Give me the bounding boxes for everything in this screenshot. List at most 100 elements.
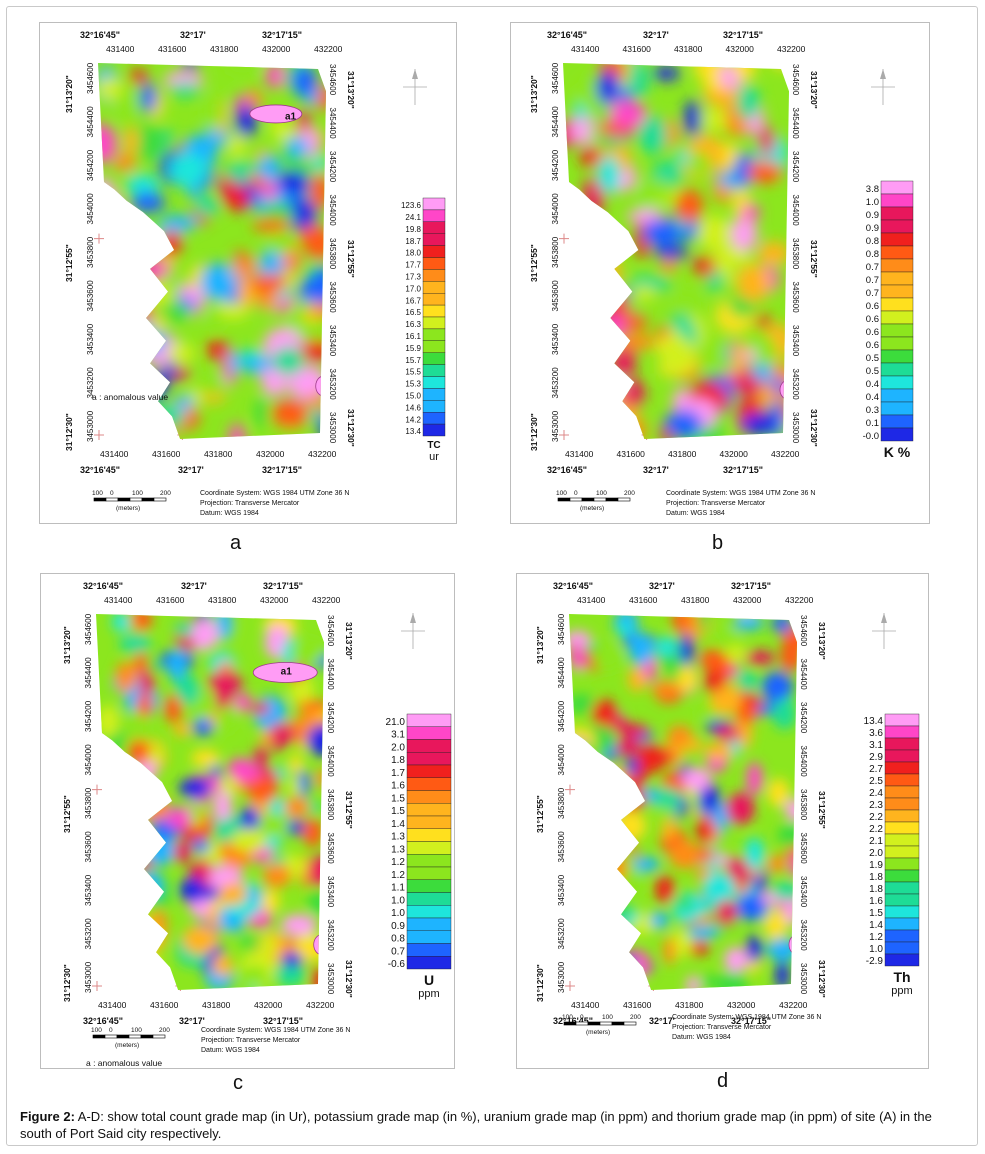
legend-value: 1.2 (391, 870, 405, 881)
legend-swatch (406, 879, 452, 893)
right-northing-label: 3454000 (328, 195, 337, 227)
legend-value: 17.3 (405, 273, 421, 282)
top-easting-label: 431600 (156, 595, 185, 605)
top-easting-label: 431800 (208, 595, 237, 605)
left-northing-label: 3453000 (551, 410, 560, 442)
scale-tick-label: 100 (562, 1014, 573, 1021)
legend-swatch (884, 713, 920, 727)
bottom-easting-label: 431800 (675, 1000, 704, 1010)
bottom-easting-label: 432000 (727, 1000, 756, 1010)
bottom-longitude-label: 32°17' (179, 1016, 205, 1026)
left-northing-label: 3454000 (551, 193, 560, 225)
scale-bar (557, 497, 631, 502)
legend-swatch (880, 336, 914, 351)
legend-swatch (884, 785, 920, 799)
bottom-longitude-label: 32°17'15" (723, 465, 763, 475)
legend-value: 17.0 (405, 284, 421, 293)
legend-value: 0.1 (866, 418, 879, 429)
anomaly-zone (252, 662, 318, 683)
left-northing-label: 3453600 (551, 280, 560, 312)
left-northing-label: 3453400 (86, 323, 95, 355)
left-latitude-label: 31°12'55" (64, 244, 74, 282)
bottom-longitude-label: 32°17' (643, 465, 669, 475)
scale-tick-label: 0 (574, 490, 578, 497)
left-latitude-label: 31°13'20" (529, 75, 539, 113)
legend-swatch (406, 866, 452, 880)
legend-value: 15.0 (405, 392, 421, 401)
bottom-easting-label: 431600 (623, 1000, 652, 1010)
legend-swatch (422, 423, 446, 437)
left-northing-label: 3454200 (551, 149, 560, 181)
scale-tick-label: 0 (110, 490, 114, 497)
legend-value: 24.1 (405, 213, 421, 222)
legend-swatch (422, 293, 446, 306)
bottom-easting-label: 431400 (571, 1000, 600, 1010)
legend-value: 1.5 (391, 793, 405, 804)
legend-value: 2.1 (869, 836, 883, 847)
legend-swatch (884, 761, 920, 775)
legend-swatch (406, 841, 452, 855)
caption-label: Figure 2: (20, 1109, 75, 1124)
left-northing-label: 3453800 (557, 787, 566, 819)
legend-swatch (884, 809, 920, 823)
anomaly-label: a1 (285, 112, 297, 123)
right-latitude-label: 31°12'30" (809, 409, 819, 447)
legend-value: -0.0 (863, 431, 879, 442)
legend-value: 0.7 (866, 288, 879, 299)
legend-swatch (880, 310, 914, 325)
scale-bar (93, 497, 167, 502)
top-easting-label: 431400 (106, 44, 135, 54)
legend-value: 1.0 (391, 908, 405, 919)
right-latitude-label: 31°13'20" (809, 71, 819, 109)
right-northing-label: 3453400 (328, 325, 337, 357)
right-latitude-label: 31°12'55" (346, 240, 356, 278)
scale-tick-label: 100 (92, 490, 103, 497)
right-northing-label: 3453600 (799, 833, 808, 865)
legend-value: -2.9 (866, 956, 884, 967)
left-northing-label: 3454600 (84, 613, 93, 645)
legend-value: 1.8 (391, 755, 405, 766)
grade-heatmap (569, 614, 797, 990)
legend-swatch (422, 364, 446, 377)
right-northing-label: 3453400 (799, 876, 808, 908)
legend-swatch (422, 257, 446, 270)
right-northing-label: 3454200 (328, 151, 337, 183)
left-northing-label: 3453000 (84, 961, 93, 993)
legend-swatch (884, 881, 920, 895)
anomaly-note: a : anomalous value (92, 392, 168, 402)
right-latitude-label: 31°13'20" (346, 71, 356, 109)
map-metadata: Coordinate System: WGS 1984 UTM Zone 36 … (672, 1014, 821, 1021)
legend-value: 16.3 (405, 320, 421, 329)
grid-cross-icon (559, 430, 569, 440)
bottom-longitude-label: 32°16'45" (553, 1016, 593, 1026)
north-arrow-icon (872, 613, 896, 649)
map-metadata: Coordinate System: WGS 1984 UTM Zone 36 … (200, 490, 349, 497)
left-northing-label: 3454200 (84, 700, 93, 732)
panel-letter-b: b (712, 532, 724, 554)
legend-value: 1.9 (869, 860, 883, 871)
legend-value: 21.0 (386, 717, 406, 728)
legend-value: 2.2 (869, 824, 883, 835)
map-panel-d: 32°16'45" 32°17' 32°17'15" 431400 431600 4318… (516, 573, 929, 1069)
legend-value: 1.2 (869, 932, 883, 943)
legend-swatch (406, 892, 452, 906)
map-metadata: Projection: Transverse Mercator (200, 500, 300, 507)
legend-value: 123.6 (401, 201, 422, 210)
legend-value: 15.3 (405, 380, 421, 389)
legend-value: 1.1 (391, 883, 405, 894)
legend-value: 1.2 (391, 857, 405, 868)
legend-value: 1.0 (869, 944, 883, 955)
right-northing-label: 3453800 (791, 238, 800, 270)
legend-unit: ppm (891, 985, 912, 997)
legend-title: U (424, 972, 434, 988)
legend-unit: ppm (418, 988, 439, 1000)
top-longitude-label: 32°17' (181, 581, 207, 591)
legend-value: 1.6 (391, 781, 405, 792)
legend-swatch (422, 269, 446, 282)
legend-swatch (884, 905, 920, 919)
legend-swatch (884, 893, 920, 907)
right-northing-label: 3453600 (328, 282, 337, 314)
legend-swatch (422, 281, 446, 294)
top-longitude-label: 32°16'45" (80, 30, 120, 40)
bottom-easting-label: 431600 (617, 449, 646, 459)
